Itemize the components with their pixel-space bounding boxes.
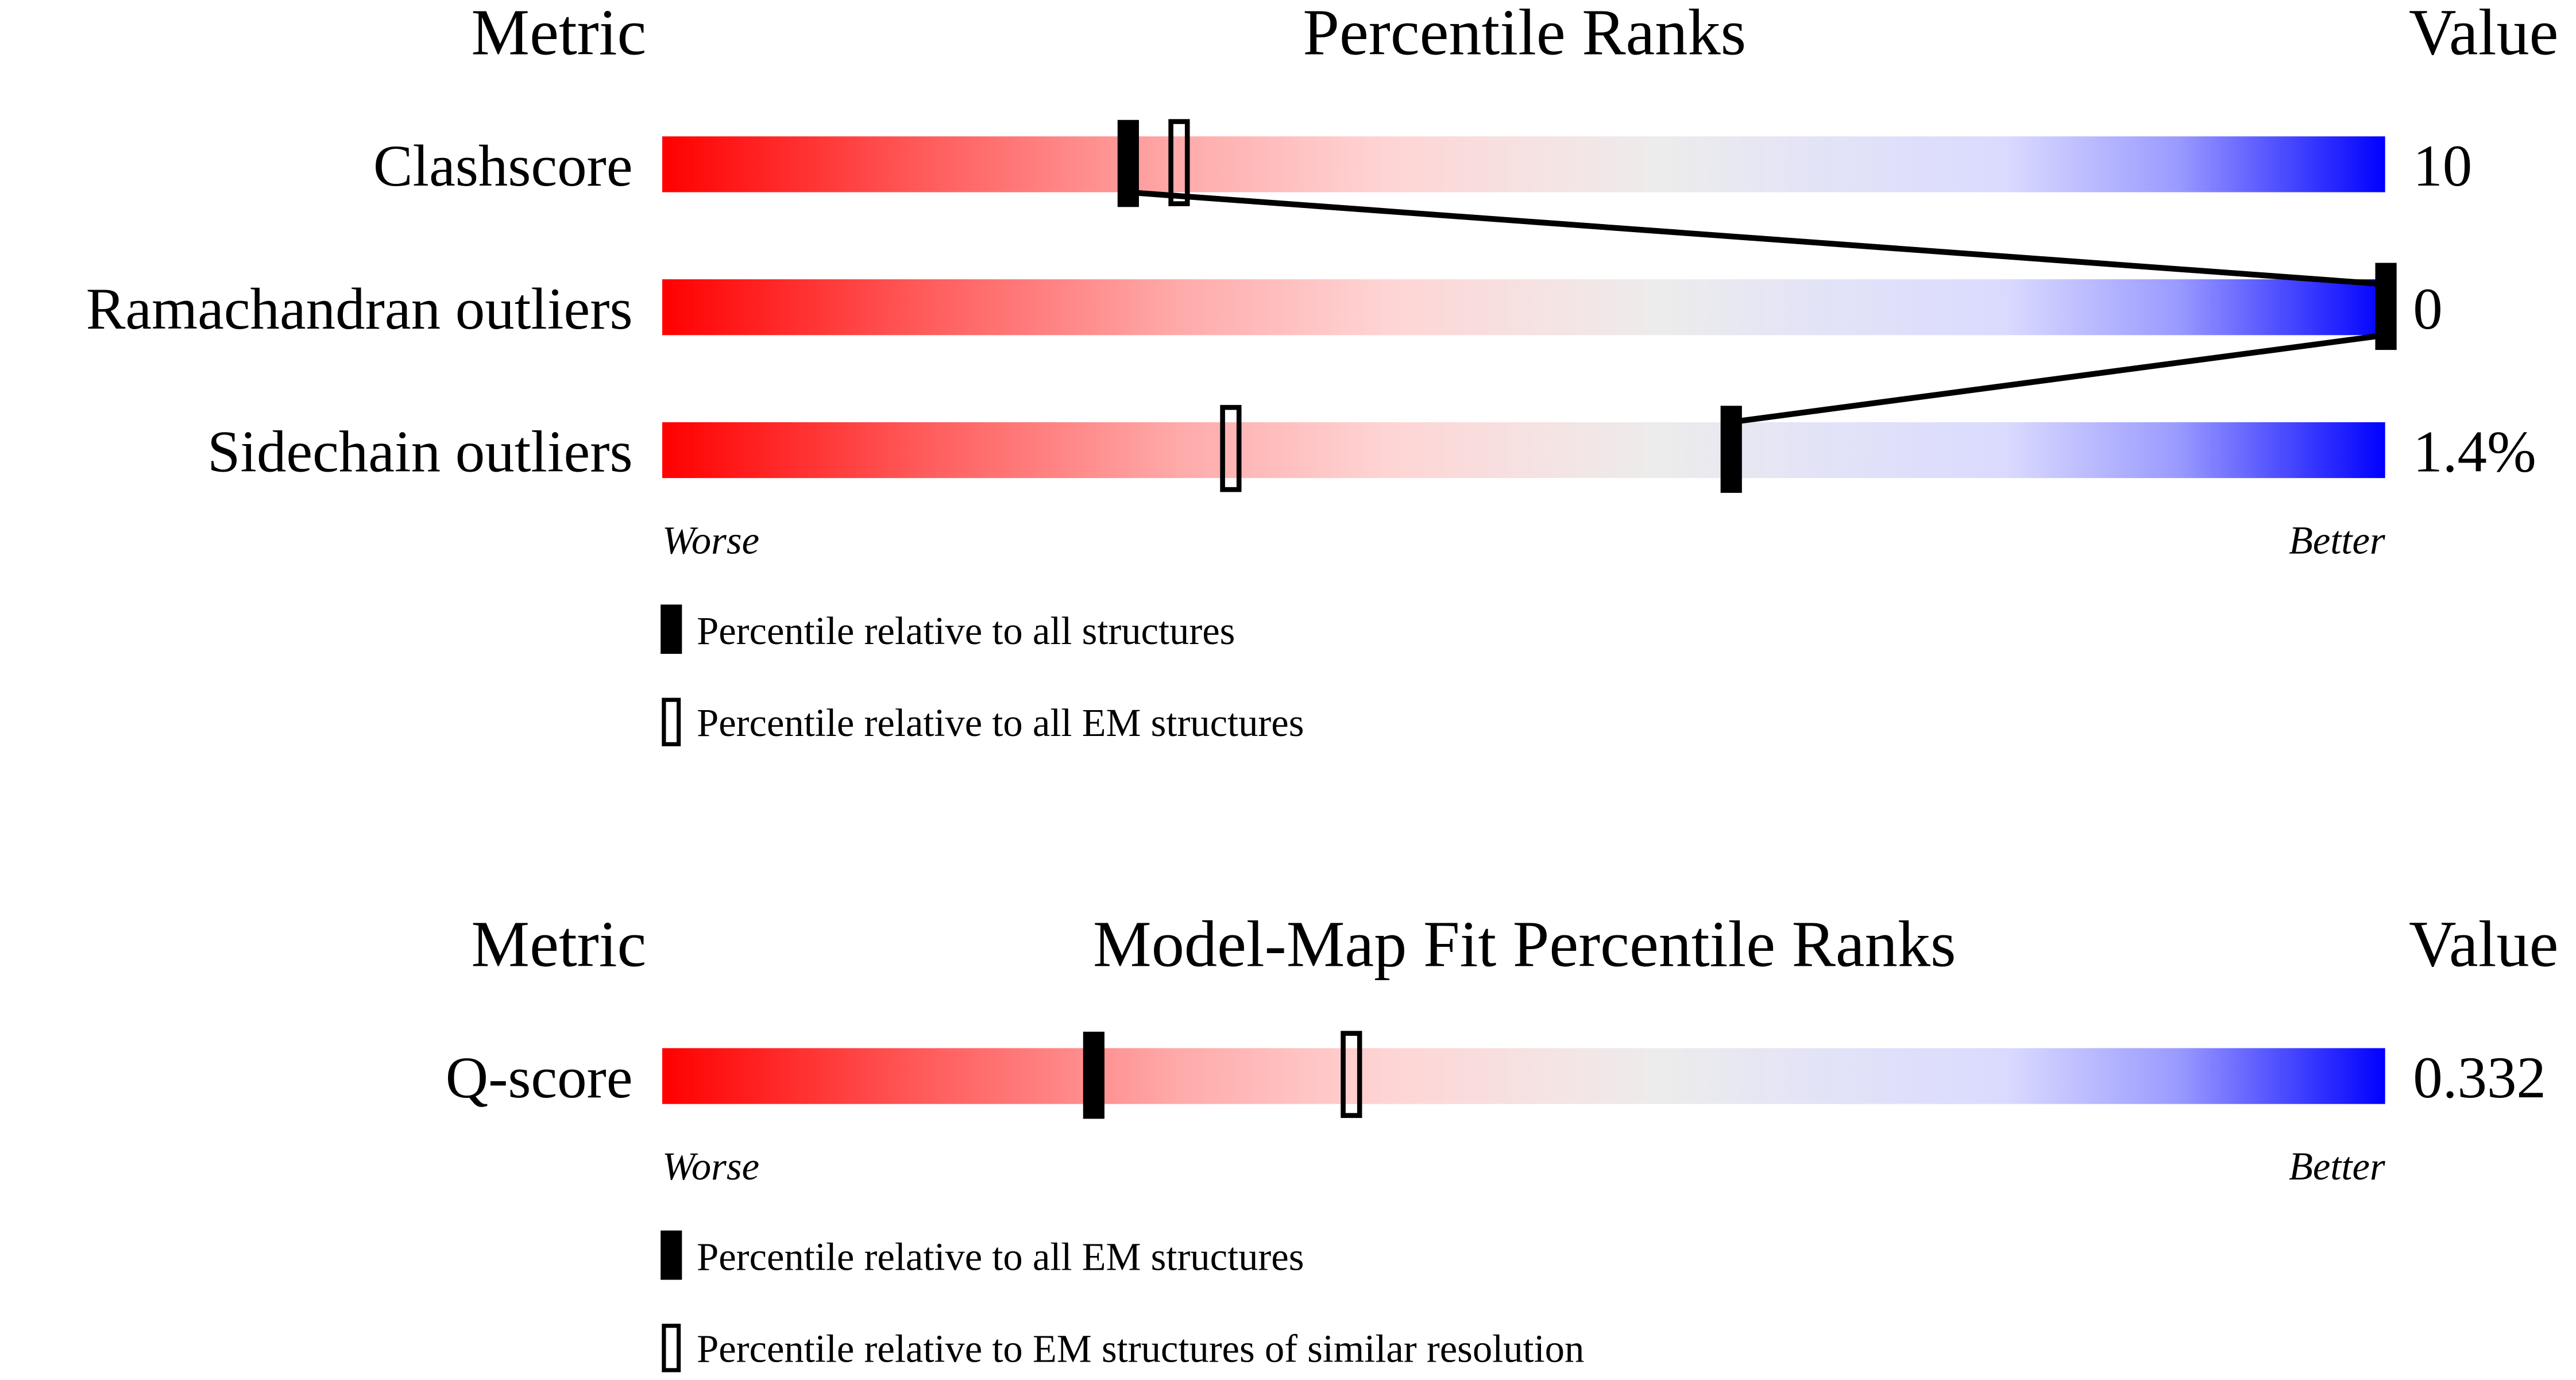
legend-label: Percentile relative to all EM structures	[697, 701, 1304, 745]
marker-em-percentile	[1341, 1031, 1362, 1118]
percentile-bar	[662, 279, 2385, 336]
legend-filled-marker-icon	[661, 604, 682, 654]
legend-label: Percentile relative to EM structures of …	[697, 1327, 1584, 1371]
metric-label: Sidechain outliers	[207, 419, 632, 485]
percentile-bar	[662, 422, 2385, 479]
legend-label: Percentile relative to all structures	[697, 609, 1235, 653]
header-value: Value	[2409, 907, 2558, 980]
legend-label: Percentile relative to all EM structures	[697, 1235, 1304, 1278]
header-metric: Metric	[471, 907, 646, 980]
metric-value: 1.4%	[2413, 419, 2536, 485]
marker-em-percentile	[1220, 404, 1242, 492]
marker-em-percentile	[1168, 119, 1190, 206]
metric-label: Ramachandran outliers	[86, 276, 633, 342]
marker-connector-line	[1127, 189, 2388, 425]
metric-label: Clashscore	[373, 133, 633, 199]
header-value: Value	[2409, 0, 2558, 68]
chart-title: Model-Map Fit Percentile Ranks	[1093, 907, 1956, 980]
worse-label: Worse	[662, 1144, 759, 1188]
legend-filled-marker-icon	[661, 1230, 682, 1280]
legend-open-marker-icon	[662, 697, 681, 746]
legend-open-marker-icon	[662, 1324, 681, 1373]
percentile-bar	[662, 136, 2385, 192]
percentile-bar	[662, 1048, 2385, 1104]
worse-label: Worse	[662, 519, 759, 562]
chart-title: Percentile Ranks	[1303, 0, 1746, 68]
better-label: Better	[2289, 519, 2385, 562]
header-metric: Metric	[471, 0, 646, 68]
metric-label: Q-score	[446, 1045, 633, 1111]
metric-value: 0	[2413, 276, 2442, 342]
metric-value: 10	[2413, 133, 2472, 199]
better-label: Better	[2289, 1144, 2385, 1188]
marker-all-percentile	[1083, 1031, 1104, 1119]
metric-value: 0.332	[2413, 1045, 2546, 1111]
